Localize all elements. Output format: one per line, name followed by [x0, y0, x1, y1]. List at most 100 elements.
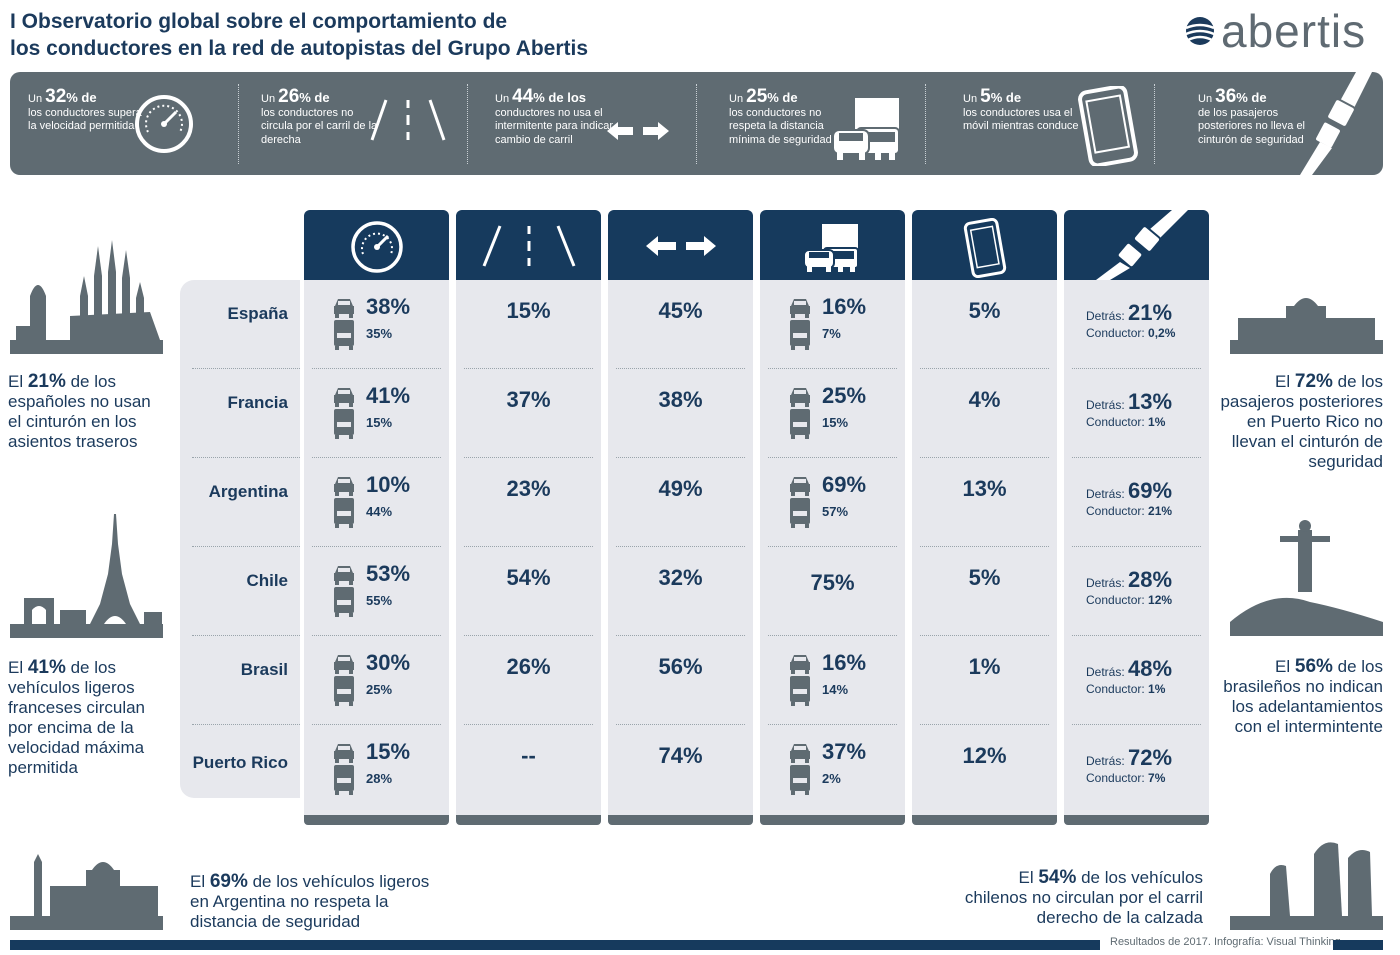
row-divider — [616, 368, 745, 369]
fact-puerto-rico: El 72% de los pasajeros posteriores en P… — [1220, 371, 1383, 472]
lanes-icon — [482, 225, 576, 267]
driver-value: Conductor: 7% — [1086, 771, 1165, 785]
value: 74% — [658, 743, 703, 768]
car-value: 25% — [822, 383, 867, 408]
driver-value-num: 1% — [1148, 415, 1166, 429]
row-divider — [464, 368, 593, 369]
phone-icon — [1078, 86, 1138, 166]
abertis-logo: abertis — [1183, 5, 1388, 60]
value: 56% — [658, 654, 703, 679]
easter-island-illustration — [1230, 842, 1383, 930]
value: 38% — [658, 387, 703, 412]
row-divider — [464, 724, 593, 725]
column-speed: 38% 35% 41% 15% 10% 44% 53% 55% 30% 25% 15% 28% — [304, 210, 449, 825]
summary-bar: Un 32% de los conductores supera la veloc… — [10, 72, 1383, 175]
car-icon — [332, 652, 356, 679]
row-divider — [464, 457, 593, 458]
column-distance: 16% 7% 25% 15% 69% 57% 75% 16% 14% 37% 2% — [760, 210, 905, 825]
summary-distance: Un 25% de los conductores no respeta la d… — [711, 72, 939, 175]
car-value: 30% — [366, 650, 411, 675]
row-divider — [616, 457, 745, 458]
table-cell: 16% 14% — [760, 636, 905, 725]
back-value: 13% — [1128, 389, 1173, 414]
truck-icon — [788, 320, 812, 355]
driver-value: Conductor: 1% — [1086, 682, 1165, 696]
rio-christ-illustration — [1230, 520, 1383, 636]
footer-stripe — [10, 940, 1100, 950]
column-footer — [1064, 815, 1209, 825]
back-value: 21% — [1128, 300, 1173, 325]
column-header — [760, 210, 905, 280]
footer-credit: Resultados de 2017. Infografía: Visual T… — [1110, 936, 1341, 948]
summary-text: Un 36% de de los pasajeros posteriores no… — [1198, 86, 1306, 146]
row-divider — [768, 724, 897, 725]
row-divider — [1072, 368, 1201, 369]
arrows-icon — [646, 236, 716, 256]
divider — [1154, 84, 1155, 164]
truck-value: 15% — [366, 415, 393, 430]
value: 23% — [506, 476, 551, 501]
country-label: Argentina — [208, 482, 288, 501]
divider — [696, 84, 697, 164]
car-icon — [332, 741, 356, 768]
table-cell: 10% 44% — [304, 458, 449, 547]
column-footer — [760, 815, 905, 825]
globe-icon — [1185, 17, 1215, 45]
title-line-1: I Observatorio global sobre el comportam… — [10, 10, 508, 33]
driver-value: Conductor: 12% — [1086, 593, 1172, 607]
truck-icon — [332, 320, 356, 355]
truck-icon — [788, 765, 812, 800]
table-cell: 30% 25% — [304, 636, 449, 725]
driver-value: Conductor: 1% — [1086, 415, 1165, 429]
table-cell: 38% 35% — [304, 280, 449, 369]
row-divider — [768, 368, 897, 369]
table-cell: 75% — [760, 547, 905, 636]
back-seat-value: Detrás: 69% — [1086, 478, 1172, 504]
car-icon — [788, 296, 812, 323]
value: 13% — [962, 476, 1007, 501]
column-footer — [304, 815, 449, 825]
divider — [925, 84, 926, 164]
paris-skyline-illustration — [10, 514, 163, 638]
phone-icon — [963, 218, 1007, 278]
truck-icon — [332, 409, 356, 444]
car-value: 37% — [822, 739, 867, 764]
footer-bar: Resultados de 2017. Infografía: Visual T… — [10, 936, 1383, 950]
back-value: 69% — [1128, 478, 1173, 503]
speedometer-icon — [351, 221, 403, 273]
country-label: Francia — [227, 393, 288, 412]
car-truck-icon — [803, 224, 859, 272]
value: 54% — [506, 565, 551, 590]
car-value: 38% — [366, 294, 411, 319]
truck-value: 15% — [822, 415, 849, 430]
row-divider — [920, 368, 1049, 369]
country-label: Puerto Rico — [192, 753, 288, 772]
row-divider — [1072, 546, 1201, 547]
puerto-rico-capitol-illustration — [1230, 298, 1383, 354]
truck-icon — [788, 676, 812, 711]
logo-text: abertis — [1221, 5, 1367, 57]
column-footer — [608, 815, 753, 825]
seatbelt-icon — [1096, 210, 1188, 280]
car-value: 41% — [366, 383, 411, 408]
row-divider — [920, 457, 1049, 458]
value: 37% — [506, 387, 551, 412]
back-label: Detrás: — [1086, 309, 1129, 323]
car-icon — [332, 385, 356, 412]
driver-value-num: 0,2% — [1148, 326, 1176, 340]
driver-value-num: 12% — [1148, 593, 1173, 607]
column-header — [304, 210, 449, 280]
truck-value: 44% — [366, 504, 393, 519]
summary-text: Un 25% de los conductores no respeta la d… — [729, 86, 832, 146]
row-divider — [768, 635, 897, 636]
table-cell: 53% 55% — [304, 547, 449, 636]
truck-icon — [332, 676, 356, 711]
row-divider — [616, 546, 745, 547]
summary-seatbelt: Un 36% de de los pasajeros posteriores no… — [1180, 72, 1380, 175]
value: 26% — [506, 654, 551, 679]
back-seat-value: Detrás: 21% — [1086, 300, 1172, 326]
truck-icon — [332, 587, 356, 622]
truck-value: 2% — [822, 771, 841, 786]
column-footer — [912, 815, 1057, 825]
column-header — [456, 210, 601, 280]
